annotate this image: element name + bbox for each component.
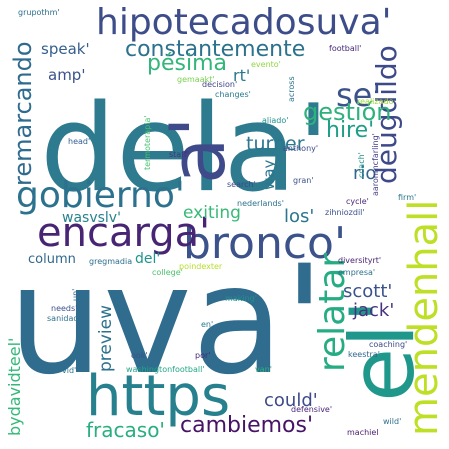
word-cycle: cycle'	[346, 197, 369, 206]
word-machiel: machiel	[347, 428, 379, 437]
word-ook: ook'	[131, 351, 148, 360]
word-across: across	[287, 76, 296, 102]
word-remarcando: remarcando	[9, 41, 37, 186]
word-grupothm: grupothm'	[18, 8, 60, 17]
word-rio: rio	[353, 163, 376, 184]
word-mendenhall: mendenhall	[401, 200, 447, 436]
word-gobierno: gobierno'	[16, 175, 185, 216]
word-se: se'	[336, 76, 381, 114]
word-jack: jack'	[352, 300, 394, 321]
word-por: por'	[195, 351, 210, 360]
word-vid: vid'	[62, 366, 76, 375]
word-gregmadia: gregmadia	[89, 257, 132, 266]
word-empresa: empresa'	[338, 268, 375, 277]
word-way: way	[260, 160, 278, 190]
word-anthony: anthony'	[283, 144, 318, 153]
word-scott: scott'	[343, 281, 392, 302]
word-speak: speak'	[41, 40, 90, 58]
word-staff: staff'	[169, 150, 189, 159]
word-gemaakt: gemaakt'	[177, 75, 215, 84]
word-football: football'	[329, 44, 361, 53]
word-college: college'	[152, 268, 183, 277]
word-gestion: gestión	[303, 98, 391, 126]
word-amp: amp'	[48, 66, 85, 84]
word-hipotecadosuva: hipotecadosuva'	[96, 2, 392, 43]
word-hire: hire'	[326, 118, 374, 143]
word-wild: wild'	[383, 417, 401, 426]
word-https: https	[86, 364, 230, 429]
word-constantemente: constantemente	[125, 37, 305, 62]
word-defensive: defensive'	[291, 405, 332, 414]
word-head: head'	[68, 137, 90, 146]
word-pesima: pésima	[147, 51, 227, 76]
word-fracaso: fracaso'	[86, 418, 165, 442]
word-exiting: exiting	[183, 203, 241, 223]
word-diversityrt: diversityrt'	[338, 256, 381, 265]
word-column: column	[28, 252, 76, 267]
word-a: a'	[153, 117, 242, 184]
word-washingtonfootball: washingtonfootball'	[126, 365, 205, 374]
word-cambiemos: cambiemos'	[180, 413, 313, 438]
word-keestra: keestra'	[348, 350, 380, 359]
word-coach: coach'	[357, 152, 366, 178]
word-rt: rt'	[233, 66, 250, 85]
word-making: making'	[225, 294, 257, 303]
word-coaching: coaching'	[369, 340, 407, 349]
word-los: los'	[284, 206, 314, 227]
word-en: en'	[201, 320, 213, 329]
word-zihniozdil: zihniozdil'	[325, 208, 365, 217]
word-could: could'	[264, 390, 318, 411]
word-turner: turner	[246, 133, 305, 155]
word-search: search'	[227, 180, 256, 189]
word-wasvslv: wasvslv'	[62, 210, 121, 226]
word-encarga: encarga'	[37, 210, 210, 256]
word-van: van'	[255, 365, 272, 374]
word-termoterapia: termoterapia'	[143, 115, 152, 170]
word-preview: preview	[96, 305, 116, 372]
word-dela: dela'	[40, 80, 330, 219]
word-evento: evento'	[251, 60, 281, 69]
word-realizado: realizado	[357, 97, 394, 106]
word-uva: uva'	[8, 234, 325, 408]
word-decision: decision'	[202, 80, 237, 89]
word-bronco: bronco'	[183, 218, 346, 269]
word-el: el'	[331, 299, 434, 402]
word-poindexter: poindexter	[179, 262, 223, 271]
word-bydavidteel: bydavidteel'	[5, 338, 24, 436]
word-nederlands: nederlands'	[237, 199, 284, 208]
word-sanidad: sanidad'	[47, 314, 81, 323]
word-del: del'	[135, 251, 160, 267]
word-needs: needs'	[51, 304, 77, 313]
word-changes: changes'	[215, 90, 251, 99]
word-gran: gran'	[293, 176, 314, 185]
word-firm: firm'	[398, 193, 416, 202]
word-aliado: aliado'	[262, 116, 288, 125]
word-aaronmcfarling: aaronmcfarling'	[371, 133, 380, 196]
word-deugdildo: deugdildo	[370, 45, 403, 184]
word-relatar: relatar	[312, 253, 353, 372]
word-un: un'	[71, 289, 80, 301]
